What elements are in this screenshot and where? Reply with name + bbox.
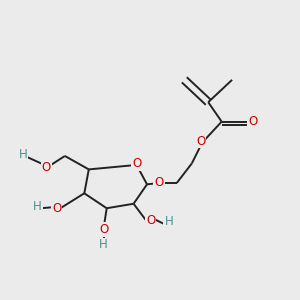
Text: H: H	[164, 214, 173, 228]
Text: O: O	[52, 202, 62, 215]
Text: H: H	[19, 148, 28, 161]
Text: H: H	[33, 200, 42, 213]
Text: O: O	[196, 134, 206, 148]
Text: O: O	[146, 214, 155, 227]
Text: O: O	[154, 176, 164, 189]
Text: O: O	[42, 161, 51, 174]
Text: O: O	[248, 115, 258, 128]
Text: O: O	[99, 223, 108, 236]
Text: O: O	[132, 157, 141, 170]
Text: H: H	[99, 238, 108, 251]
